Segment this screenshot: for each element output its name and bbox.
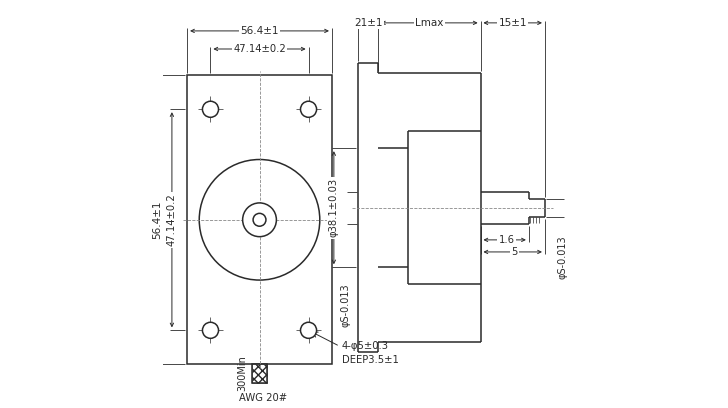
Text: 300Min: 300Min — [237, 355, 247, 391]
Circle shape — [301, 101, 317, 118]
Text: φS-0.013: φS-0.013 — [341, 283, 351, 327]
Text: 1.6: 1.6 — [499, 235, 515, 245]
Circle shape — [242, 203, 277, 237]
Text: Lmax: Lmax — [415, 18, 443, 28]
Text: 4-φ5±0.3: 4-φ5±0.3 — [342, 341, 389, 351]
Circle shape — [202, 322, 218, 338]
Text: AWG 20#: AWG 20# — [240, 392, 288, 403]
Text: 15±1: 15±1 — [499, 18, 527, 28]
Circle shape — [253, 213, 266, 226]
Text: 5: 5 — [512, 247, 518, 257]
Text: φS-0.013: φS-0.013 — [558, 236, 568, 279]
Text: 56.4±1: 56.4±1 — [240, 26, 279, 36]
Text: 56.4±1: 56.4±1 — [152, 201, 162, 239]
Text: 21±1: 21±1 — [354, 18, 382, 28]
Circle shape — [202, 101, 218, 118]
Text: 47.14±0.2: 47.14±0.2 — [167, 193, 177, 246]
Text: 47.14±0.2: 47.14±0.2 — [233, 44, 286, 54]
Circle shape — [301, 322, 317, 338]
Bar — [252, 364, 267, 383]
Text: φ38.1±0.03: φ38.1±0.03 — [329, 178, 339, 237]
Text: DEEP3.5±1: DEEP3.5±1 — [342, 355, 399, 365]
Circle shape — [199, 160, 320, 280]
Bar — [187, 75, 332, 364]
